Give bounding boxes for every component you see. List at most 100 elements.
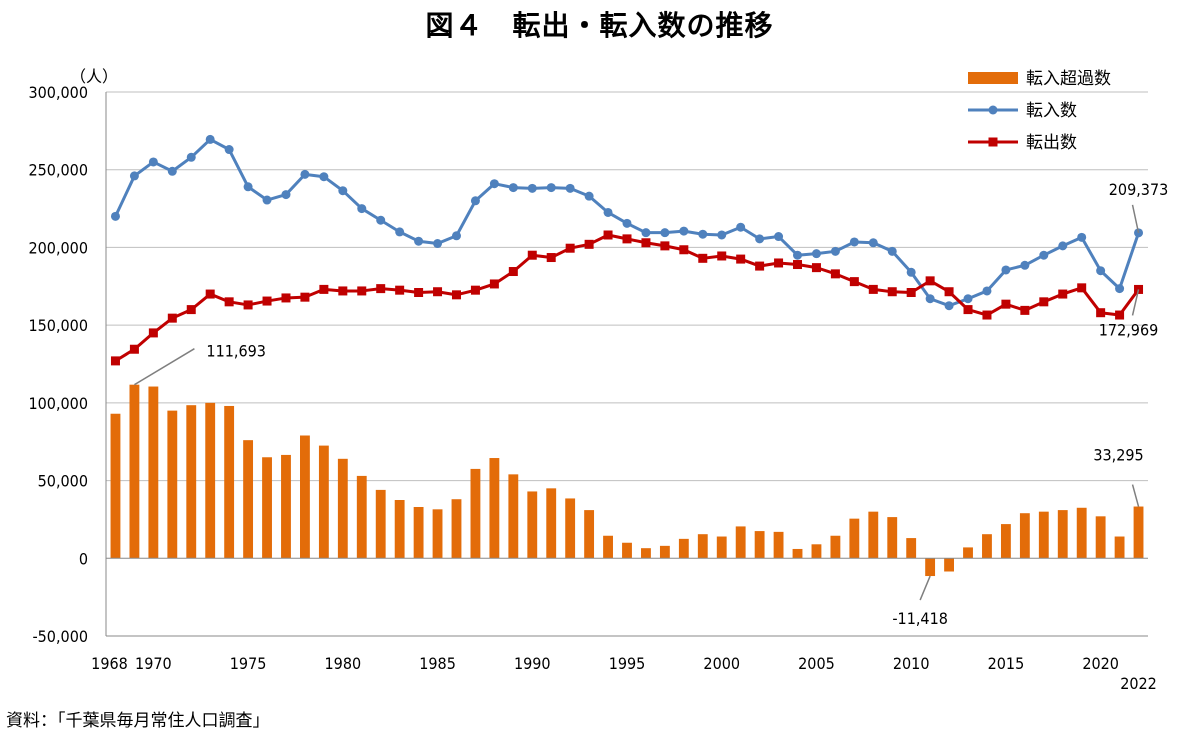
point — [546, 183, 556, 193]
point — [906, 267, 916, 277]
x-tick-label: 1968 — [91, 654, 128, 673]
bar — [659, 545, 670, 559]
bar — [868, 511, 879, 559]
point — [338, 286, 348, 296]
point — [357, 204, 367, 214]
bar — [811, 544, 822, 559]
point — [944, 287, 954, 297]
point — [395, 227, 405, 237]
point — [622, 218, 632, 228]
point — [849, 237, 859, 247]
point — [755, 261, 765, 271]
point — [1115, 284, 1125, 294]
annotation-label: 172,969 — [1099, 320, 1159, 339]
point — [489, 279, 499, 289]
y-tick-label: 200,000 — [28, 238, 88, 257]
bar — [262, 457, 272, 559]
bar — [413, 506, 424, 559]
x-tick-label: 1980 — [325, 654, 362, 673]
annotation-leader — [1131, 204, 1140, 234]
bar — [508, 474, 519, 559]
point — [376, 215, 386, 225]
point — [262, 296, 272, 306]
point — [565, 243, 575, 253]
bar — [129, 384, 140, 559]
bar — [489, 458, 500, 559]
point — [774, 232, 784, 242]
y-tick-label: 100,000 — [28, 394, 88, 413]
x-tick-label: 1975 — [230, 654, 267, 673]
point — [414, 288, 424, 298]
legend-label: 転入数 — [1026, 101, 1077, 121]
point — [679, 245, 689, 255]
annotation-leader — [134, 348, 195, 386]
point — [167, 313, 177, 323]
bar — [1076, 507, 1087, 559]
point — [338, 186, 348, 196]
bar — [678, 538, 689, 559]
bar — [318, 445, 329, 559]
y-tick-label: 300,000 — [28, 83, 88, 102]
x-tick-label: 2010 — [893, 654, 930, 673]
point — [982, 286, 992, 296]
point — [1115, 310, 1125, 320]
annotation-label: 111,693 — [206, 342, 266, 361]
point — [698, 253, 708, 263]
point — [944, 301, 954, 311]
bar-series — [110, 384, 1144, 577]
point — [470, 196, 480, 206]
annotation-label: 33,295 — [1093, 446, 1143, 465]
bar — [906, 538, 917, 559]
x-tick-label: 1970 — [135, 654, 172, 673]
point — [698, 229, 708, 239]
bar — [754, 531, 765, 559]
point — [868, 238, 878, 248]
point — [224, 297, 234, 307]
source-note: 資料：「千葉県毎月常住人口調査」 — [6, 711, 270, 731]
y-axis-unit: （人） — [70, 67, 118, 86]
point — [451, 290, 461, 300]
point — [849, 277, 859, 287]
point — [110, 356, 120, 366]
point — [641, 228, 651, 238]
point — [186, 305, 196, 315]
point — [186, 152, 196, 162]
bar — [451, 499, 462, 559]
y-tick-label: -50,000 — [32, 627, 88, 646]
point — [660, 241, 670, 251]
x-tick-label: 2022 — [1120, 674, 1157, 693]
point — [641, 238, 651, 248]
point — [925, 294, 935, 304]
point — [224, 145, 234, 155]
point — [1096, 308, 1106, 318]
point — [887, 287, 897, 297]
point — [148, 328, 158, 338]
point — [811, 263, 821, 273]
y-tick-label: 250,000 — [28, 161, 88, 180]
bar — [887, 517, 898, 559]
legend-label: 転出数 — [1026, 133, 1077, 153]
point — [717, 230, 727, 240]
bar — [792, 548, 803, 559]
annotation-label: 209,373 — [1109, 180, 1169, 199]
point — [1001, 265, 1011, 275]
point — [736, 254, 746, 264]
point — [546, 253, 556, 263]
point — [603, 230, 613, 240]
point — [489, 179, 499, 189]
point — [319, 284, 329, 294]
point — [925, 276, 935, 286]
annotation-label: -11,418 — [892, 609, 948, 628]
bar — [830, 535, 841, 559]
point — [433, 287, 443, 297]
y-tick-label: 150,000 — [28, 316, 88, 335]
bar — [773, 531, 784, 559]
bar — [944, 558, 954, 572]
bar — [470, 468, 481, 559]
bar — [375, 489, 386, 559]
x-tick-label: 2015 — [988, 654, 1025, 673]
bar — [546, 488, 557, 559]
tick-labels: -50,000 0 50,000 100,000 150,000 200,000 250,0… — [28, 67, 1156, 693]
bar — [337, 458, 348, 559]
